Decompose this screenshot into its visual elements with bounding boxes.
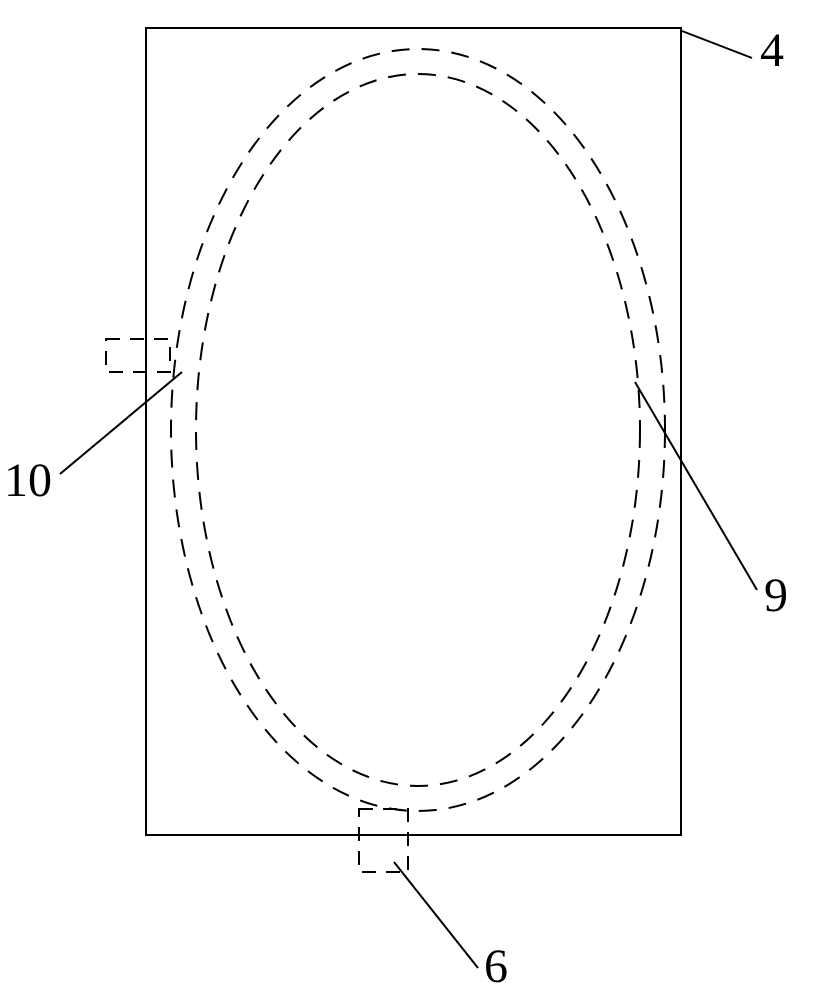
stub-left: [106, 339, 170, 372]
leader-10: [60, 372, 182, 474]
diagram-container: { "canvas": { "width": 831, "height": 10…: [0, 0, 831, 1000]
leader-6: [394, 862, 478, 968]
outer-ellipse: [171, 49, 665, 811]
label-4: 4: [760, 23, 784, 78]
stub-bottom: [359, 809, 408, 872]
label-9: 9: [764, 568, 788, 623]
inner-ellipse: [196, 74, 640, 786]
leader-9: [635, 382, 757, 590]
leader-4: [682, 31, 752, 58]
label-10: 10: [4, 453, 52, 508]
diagram-svg: [0, 0, 831, 1000]
label-6: 6: [484, 939, 508, 994]
